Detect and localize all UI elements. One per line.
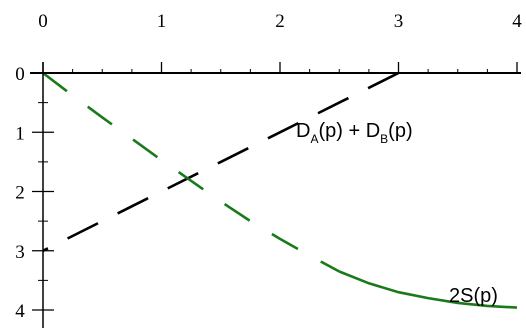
x-tick-label: 4: [512, 11, 522, 32]
series-label-sum-demand: DA(p) + DB(p): [296, 120, 413, 146]
series-line-sum-demand: [42, 71, 400, 252]
x-tick-label: 1: [157, 11, 167, 32]
axes-layer: 0 1 2 3 4 0 1 2 3 4: [15, 11, 522, 328]
x-tick-label: 0: [38, 11, 48, 32]
series-label-2s: 2S(p): [449, 285, 498, 307]
x-tick-label: 2: [275, 11, 285, 32]
y-tick-label: 2: [15, 183, 25, 204]
x-tick-label: 3: [394, 11, 404, 32]
y-tick-label: 4: [15, 301, 25, 322]
y-tick-label: 3: [15, 242, 25, 263]
series-layer: [42, 71, 518, 309]
y-tick-label: 0: [15, 64, 25, 85]
series-line-2s-dashed: [42, 71, 340, 273]
series-line-2s-solid: [338, 270, 518, 309]
y-tick-label: 1: [15, 123, 25, 144]
